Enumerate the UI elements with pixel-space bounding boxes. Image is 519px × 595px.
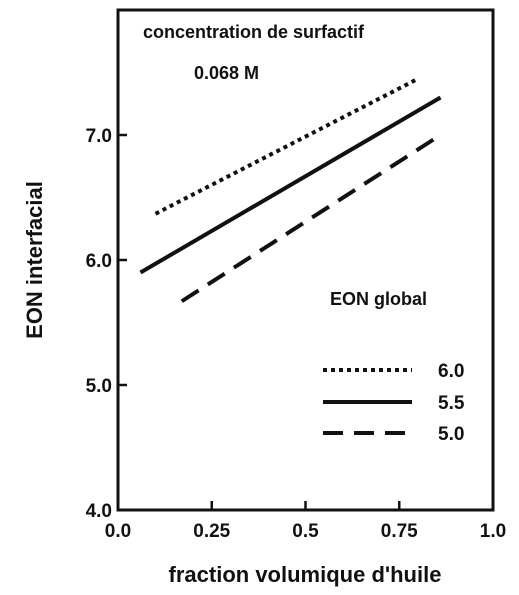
annotation-line-1: concentration de surfactif (143, 22, 365, 42)
axis-ticks: 0.0 0.25 0.5 0.75 1.0 4.0 5.0 6.0 7.0 (86, 126, 507, 542)
legend-label: 6.0 (438, 361, 464, 382)
x-tick-label: 0.5 (292, 521, 319, 542)
legend-label: 5.0 (438, 424, 464, 445)
x-tick-label: 1.0 (480, 521, 506, 542)
x-tick-label: 0.75 (381, 521, 418, 542)
y-tick-label: 5.0 (86, 376, 112, 397)
y-tick-label: 6.0 (86, 251, 112, 272)
series-layer (139, 76, 442, 303)
x-tick-label: 0.0 (105, 521, 131, 542)
x-axis-title: fraction volumique d'huile (169, 562, 442, 587)
x-tick-label: 0.25 (193, 521, 230, 542)
y-tick-label: 4.0 (86, 501, 112, 522)
annotation-line-2: 0.068 M (194, 63, 259, 83)
series-line-solid (139, 95, 442, 275)
series-line-dotted (154, 76, 419, 216)
legend: 6.0 5.5 5.0 (323, 361, 465, 445)
legend-title: EON global (330, 289, 427, 309)
series-line-dashed (180, 133, 442, 303)
y-tick-label: 7.0 (86, 126, 112, 147)
plot-frame (116, 8, 495, 512)
y-axis-title: EON interfacial (22, 181, 47, 339)
legend-label: 5.5 (438, 393, 465, 414)
